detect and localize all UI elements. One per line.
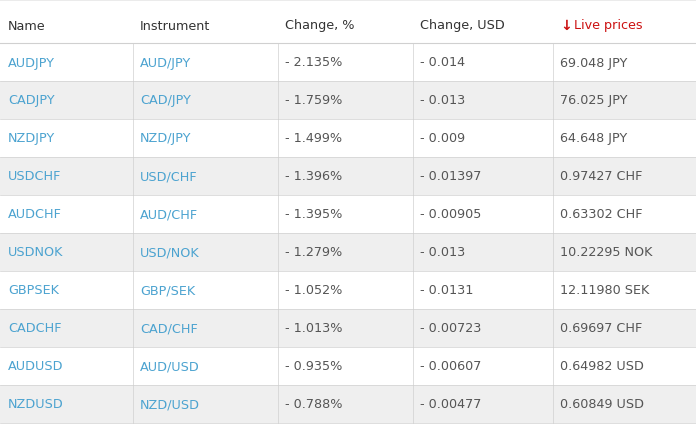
Text: - 1.396%: - 1.396% — [285, 170, 342, 183]
Text: AUDJPY: AUDJPY — [8, 56, 55, 69]
Text: 0.64982 USD: 0.64982 USD — [560, 359, 644, 373]
Text: AUD/JPY: AUD/JPY — [140, 56, 191, 69]
Text: NZDUSD: NZDUSD — [8, 398, 64, 411]
Text: - 0.00723: - 0.00723 — [420, 322, 482, 335]
Text: - 0.013: - 0.013 — [420, 246, 465, 259]
Bar — [0, 309, 696, 347]
Bar — [0, 120, 696, 158]
Bar — [0, 196, 696, 233]
Text: NZD/JPY: NZD/JPY — [140, 132, 191, 145]
Text: CADCHF: CADCHF — [8, 322, 61, 335]
Text: USD/NOK: USD/NOK — [140, 246, 200, 259]
Text: 10.22295 NOK: 10.22295 NOK — [560, 246, 652, 259]
Text: - 0.009: - 0.009 — [420, 132, 465, 145]
Bar — [0, 44, 696, 82]
Text: - 0.0131: - 0.0131 — [420, 284, 473, 297]
Bar — [0, 158, 696, 196]
Text: - 2.135%: - 2.135% — [285, 56, 342, 69]
Bar — [0, 347, 696, 385]
Text: 69.048 JPY: 69.048 JPY — [560, 56, 627, 69]
Text: - 0.00905: - 0.00905 — [420, 208, 482, 221]
Bar — [0, 82, 696, 120]
Bar — [0, 233, 696, 271]
Text: Change, %: Change, % — [285, 19, 354, 32]
Text: 64.648 JPY: 64.648 JPY — [560, 132, 627, 145]
Text: CAD/JPY: CAD/JPY — [140, 94, 191, 107]
Bar — [0, 385, 696, 423]
Bar — [0, 0, 696, 44]
Text: USD/CHF: USD/CHF — [140, 170, 198, 183]
Text: CADJPY: CADJPY — [8, 94, 54, 107]
Text: - 0.00477: - 0.00477 — [420, 398, 482, 411]
Text: GBPSEK: GBPSEK — [8, 284, 59, 297]
Text: Change, USD: Change, USD — [420, 19, 505, 32]
Text: - 1.499%: - 1.499% — [285, 132, 342, 145]
Text: AUD/USD: AUD/USD — [140, 359, 200, 373]
Text: USDNOK: USDNOK — [8, 246, 63, 259]
Text: 0.97427 CHF: 0.97427 CHF — [560, 170, 642, 183]
Text: - 0.014: - 0.014 — [420, 56, 465, 69]
Text: - 1.759%: - 1.759% — [285, 94, 342, 107]
Text: - 0.788%: - 0.788% — [285, 398, 342, 411]
Text: Instrument: Instrument — [140, 19, 210, 32]
Text: 0.69697 CHF: 0.69697 CHF — [560, 322, 642, 335]
Text: 0.63302 CHF: 0.63302 CHF — [560, 208, 642, 221]
Text: - 0.013: - 0.013 — [420, 94, 465, 107]
Bar — [0, 271, 696, 309]
Text: - 1.279%: - 1.279% — [285, 246, 342, 259]
Text: AUDCHF: AUDCHF — [8, 208, 62, 221]
Text: ↓: ↓ — [560, 19, 572, 33]
Text: - 0.00607: - 0.00607 — [420, 359, 482, 373]
Text: NZDJPY: NZDJPY — [8, 132, 55, 145]
Text: - 1.013%: - 1.013% — [285, 322, 342, 335]
Text: 12.11980 SEK: 12.11980 SEK — [560, 284, 649, 297]
Text: USDCHF: USDCHF — [8, 170, 61, 183]
Text: AUD/CHF: AUD/CHF — [140, 208, 198, 221]
Text: CAD/CHF: CAD/CHF — [140, 322, 198, 335]
Text: - 0.01397: - 0.01397 — [420, 170, 482, 183]
Text: - 1.395%: - 1.395% — [285, 208, 342, 221]
Text: Live prices: Live prices — [574, 19, 642, 32]
Text: Name: Name — [8, 19, 46, 32]
Text: 76.025 JPY: 76.025 JPY — [560, 94, 628, 107]
Text: - 1.052%: - 1.052% — [285, 284, 342, 297]
Text: - 0.935%: - 0.935% — [285, 359, 342, 373]
Text: 0.60849 USD: 0.60849 USD — [560, 398, 644, 411]
Text: GBP/SEK: GBP/SEK — [140, 284, 195, 297]
Text: NZD/USD: NZD/USD — [140, 398, 200, 411]
Text: AUDUSD: AUDUSD — [8, 359, 63, 373]
